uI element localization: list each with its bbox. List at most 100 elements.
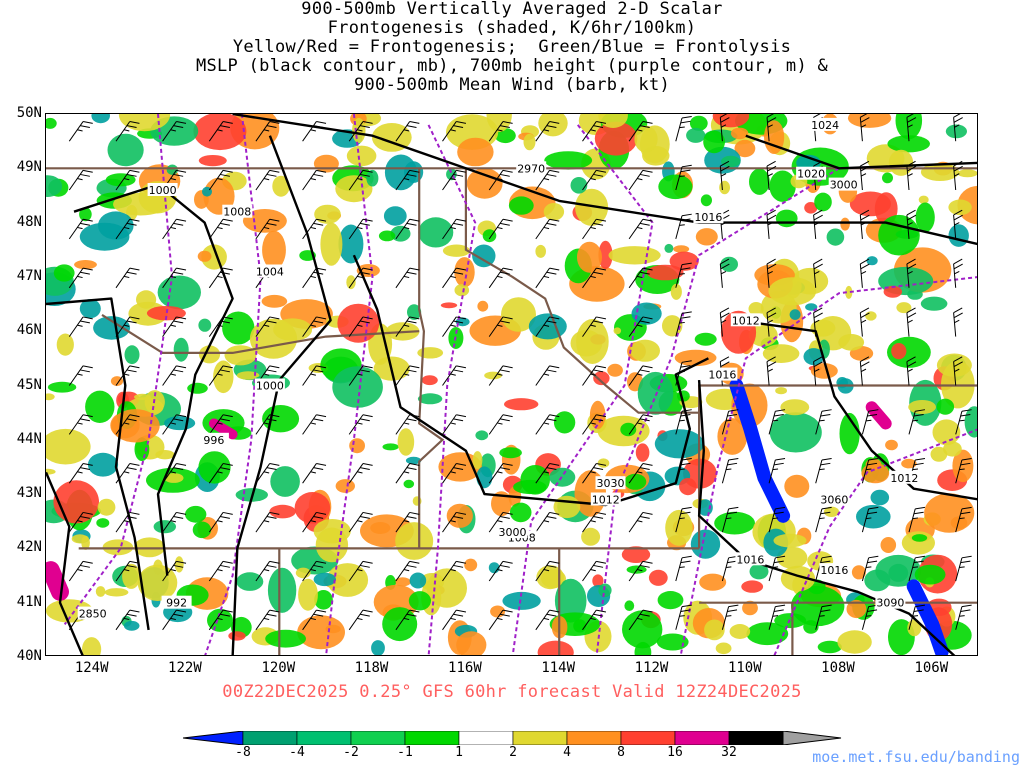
shading-cell bbox=[635, 443, 650, 462]
shading-cell bbox=[491, 491, 512, 517]
shading-cell bbox=[262, 230, 286, 270]
shading-cell bbox=[914, 564, 946, 585]
wind-barb bbox=[535, 511, 560, 533]
wind-barb bbox=[208, 414, 233, 435]
wind-barb bbox=[535, 560, 560, 582]
shading-cell bbox=[762, 344, 800, 363]
lat-label: 42N bbox=[16, 539, 42, 556]
shading-cell bbox=[573, 619, 587, 633]
wind-barb bbox=[906, 160, 917, 191]
lon-label: 118W bbox=[354, 660, 389, 676]
shading-cell bbox=[721, 155, 741, 168]
label-bg bbox=[254, 378, 285, 392]
mslp-label: 1012 bbox=[592, 494, 620, 507]
height-contour bbox=[679, 276, 977, 655]
wind-barb bbox=[675, 604, 692, 630]
lat-label: 47N bbox=[16, 267, 42, 284]
shading-cell bbox=[826, 228, 845, 246]
shading-cell bbox=[840, 217, 850, 231]
shading-cell bbox=[657, 591, 684, 610]
wind-barb bbox=[488, 414, 513, 435]
shading-cell bbox=[499, 447, 522, 459]
wind-barb bbox=[115, 267, 140, 289]
shading-cell bbox=[407, 304, 422, 320]
wind-barb bbox=[768, 555, 786, 582]
wind-barb bbox=[68, 218, 93, 240]
label-bg bbox=[707, 367, 738, 381]
wind-barb bbox=[115, 414, 140, 435]
shading-cell bbox=[105, 173, 136, 187]
shading-cell bbox=[371, 640, 385, 655]
shading-cell bbox=[943, 441, 962, 457]
mslp-label: 1000 bbox=[149, 184, 177, 197]
wind-barb bbox=[859, 307, 870, 337]
shading-cell bbox=[823, 506, 840, 517]
shading-cell bbox=[383, 206, 407, 226]
wind-barb bbox=[953, 209, 963, 239]
height-contour bbox=[325, 114, 374, 655]
shading-cell bbox=[607, 363, 623, 377]
wind-barb bbox=[906, 209, 917, 239]
wind-barb bbox=[208, 365, 233, 386]
wind-barb bbox=[208, 121, 233, 142]
colorbar-tick-label: -1 bbox=[397, 745, 413, 760]
shading-cell bbox=[486, 114, 512, 132]
wind-barb bbox=[582, 267, 607, 289]
shading-cell bbox=[719, 180, 730, 195]
shading-cell bbox=[717, 418, 748, 455]
label-bg bbox=[889, 470, 920, 484]
shading-cell bbox=[472, 244, 496, 268]
height-label: 3000 bbox=[499, 526, 527, 539]
shading-cell bbox=[320, 222, 343, 266]
wind-barb bbox=[255, 316, 280, 337]
wind-barb bbox=[115, 218, 140, 240]
wind-barb bbox=[628, 169, 653, 191]
wind-barb bbox=[953, 160, 963, 191]
shading-cell bbox=[730, 127, 749, 140]
shading-cell bbox=[523, 133, 536, 151]
wind-barb bbox=[815, 409, 832, 435]
wind-barb bbox=[348, 560, 373, 582]
colorbar-tick-label: 32 bbox=[721, 745, 737, 760]
shading-cell bbox=[85, 390, 115, 423]
wind-barb bbox=[255, 414, 280, 435]
shading-cell bbox=[553, 411, 576, 434]
wind-barb bbox=[908, 604, 926, 630]
lon-label: 106W bbox=[914, 660, 949, 676]
shading-cell bbox=[891, 343, 907, 360]
shading-cell bbox=[475, 430, 489, 441]
shading-cell bbox=[265, 629, 306, 648]
shading-cell bbox=[598, 583, 612, 598]
shading-cell bbox=[608, 246, 661, 265]
wind-barb bbox=[488, 316, 513, 337]
wind-barb bbox=[442, 463, 467, 484]
map-canvas: 1024 1020 1016 1012 1016 1000 1008 1004 1000 996 1… bbox=[46, 114, 977, 655]
shading-cell bbox=[198, 318, 212, 332]
shading-cell bbox=[93, 316, 131, 340]
wind-barb bbox=[68, 169, 93, 191]
shading-cell bbox=[490, 605, 506, 618]
shading-cell bbox=[896, 302, 912, 314]
shading-cell bbox=[634, 641, 652, 655]
shading-cell bbox=[814, 192, 832, 212]
wind-barb bbox=[395, 316, 420, 337]
shading-cell bbox=[335, 479, 355, 493]
mslp-label: 1020 bbox=[797, 168, 825, 181]
wind-barb bbox=[582, 121, 607, 142]
shading-cell bbox=[371, 123, 412, 152]
title-block: 900-500mb Vertically Averaged 2-D Scalar… bbox=[0, 0, 1024, 95]
shading-cell bbox=[624, 600, 635, 611]
label-bg bbox=[828, 177, 859, 191]
lon-label: 114W bbox=[541, 660, 576, 676]
height-contour bbox=[427, 124, 477, 655]
shading-cell bbox=[53, 480, 99, 524]
shading-cell bbox=[851, 565, 866, 580]
shading-cell bbox=[598, 114, 628, 128]
wind-barb bbox=[348, 316, 373, 337]
shading-cell bbox=[577, 241, 602, 273]
shading-cell bbox=[417, 393, 443, 405]
label-bg bbox=[161, 595, 192, 609]
height-label: 2970 bbox=[517, 162, 545, 175]
shading-cell bbox=[313, 572, 336, 587]
label-bg bbox=[497, 525, 528, 539]
